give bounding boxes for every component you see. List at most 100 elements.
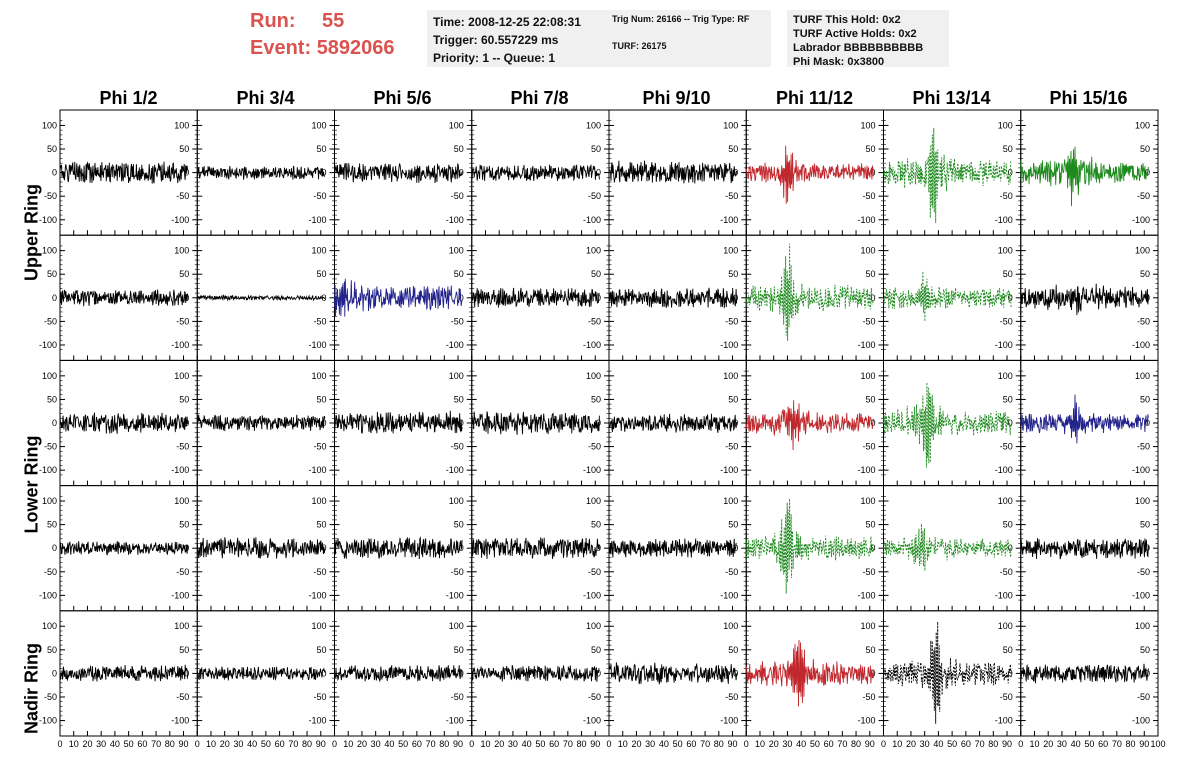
x-tick-label: 30 [96, 739, 106, 749]
y-tick-label: 50 [179, 269, 189, 279]
x-tick-label: 40 [933, 739, 943, 749]
y-tick-label: 100 [723, 496, 738, 506]
y-tick-label: -100 [171, 215, 189, 225]
x-tick-label: 20 [357, 739, 367, 749]
x-tick-label: 0 [744, 739, 749, 749]
y-tick-label: -100 [857, 465, 875, 475]
x-tick-label: 90 [865, 739, 875, 749]
panel-r2-c6: 100 50 0 -50 -100 [883, 359, 1022, 487]
y-tick-label: -50 [176, 316, 189, 326]
y-tick-label: 50 [591, 520, 601, 530]
y-tick-label-left: 100 [42, 246, 57, 256]
y-tick-label: -100 [171, 590, 189, 600]
waveform-r2-c4 [608, 413, 738, 433]
x-tick-label: 80 [851, 739, 861, 749]
y-tick-label: 0 [733, 168, 738, 178]
y-tick-label-left: -50 [44, 191, 57, 201]
y-tick-label-left: 0 [52, 293, 57, 303]
run-event-box: Run: 55 Event: 5892066 [250, 8, 395, 62]
y-tick-label-left: 0 [52, 543, 57, 553]
y-tick-label-left: 100 [42, 496, 57, 506]
y-tick-label: 50 [1003, 520, 1013, 530]
y-tick-label: 100 [998, 621, 1013, 631]
y-tick-label: -100 [308, 465, 326, 475]
x-tick-label: 90 [1139, 739, 1149, 749]
waveform-r1-c1 [196, 294, 326, 302]
y-tick-label: 100 [1135, 120, 1150, 130]
y-tick-label: 100 [1135, 496, 1150, 506]
y-tick-label: -50 [313, 567, 326, 577]
x-tick-label: 0 [469, 739, 474, 749]
x-tick-label: 90 [1002, 739, 1012, 749]
x-tick-label: 50 [398, 739, 408, 749]
y-tick-label-left: 100 [42, 371, 57, 381]
y-tick-label: -100 [171, 465, 189, 475]
y-tick-label: 0 [596, 168, 601, 178]
y-tick-label: 100 [860, 621, 875, 631]
x-tick-label: 40 [384, 739, 394, 749]
y-tick-label: -50 [451, 191, 464, 201]
y-tick-label-left: 50 [47, 144, 57, 154]
x-tick-label: 80 [714, 739, 724, 749]
y-tick-label: -50 [1000, 191, 1013, 201]
y-tick-label: -50 [862, 442, 875, 452]
y-tick-label: -50 [313, 442, 326, 452]
x-tick-label: 40 [796, 739, 806, 749]
waveform-r3-c1 [196, 537, 326, 559]
waveform-r4-c2 [334, 665, 463, 683]
x-tick-label: 80 [1126, 739, 1136, 749]
waveform-r3-c3 [471, 537, 600, 560]
x-tick-label: 50 [810, 739, 820, 749]
x-tick-label: 50 [1084, 739, 1094, 749]
y-tick-label: 50 [728, 269, 738, 279]
waveform-r4-c1 [196, 666, 326, 681]
x-tick-label: 20 [220, 739, 230, 749]
y-tick-label: -50 [725, 191, 738, 201]
y-tick-label-left: 50 [47, 394, 57, 404]
x-tick-label: 60 [1098, 739, 1108, 749]
panel-r0-c3: 100 50 0 -50 -100 [471, 109, 610, 236]
x-tick-label: 0 [881, 739, 886, 749]
y-tick-label: -100 [446, 465, 464, 475]
y-tick-label: 100 [449, 246, 464, 256]
y-tick-label: 50 [865, 269, 875, 279]
y-tick-label: -100 [995, 716, 1013, 726]
waveform-r0-c1 [196, 165, 326, 180]
waveform-r3-c0 [59, 541, 189, 556]
y-tick-label: 100 [311, 621, 326, 631]
y-tick-label-left: 0 [52, 668, 57, 678]
x-tick-label: 0 [606, 739, 611, 749]
y-tick-label: -100 [1132, 716, 1150, 726]
x-tick-label: 70 [426, 739, 436, 749]
y-tick-label-left: -100 [39, 716, 57, 726]
waveform-r4-c3 [471, 664, 600, 682]
y-tick-label: 0 [870, 293, 875, 303]
y-tick-label: -100 [171, 716, 189, 726]
y-tick-label: -50 [176, 567, 189, 577]
x-tick-label: 60 [549, 739, 559, 749]
y-tick-label: 50 [1003, 144, 1013, 154]
y-tick-label: -50 [1000, 567, 1013, 577]
x-tick-label: 30 [371, 739, 381, 749]
y-tick-label: 0 [1008, 293, 1013, 303]
y-tick-label: 50 [1140, 645, 1150, 655]
y-tick-label: -100 [857, 716, 875, 726]
panel-r1-c2: 100 50 0 -50 -100 [334, 234, 473, 361]
y-tick-label: 100 [1135, 621, 1150, 631]
y-tick-label: 50 [1140, 144, 1150, 154]
y-tick-label-left: 0 [52, 418, 57, 428]
waveform-r3-c7 [1020, 538, 1149, 560]
waveform-r0-c2 [334, 162, 463, 184]
y-tick-label: 50 [179, 520, 189, 530]
x-tick-label: 90 [453, 739, 463, 749]
y-tick-label: 100 [860, 246, 875, 256]
